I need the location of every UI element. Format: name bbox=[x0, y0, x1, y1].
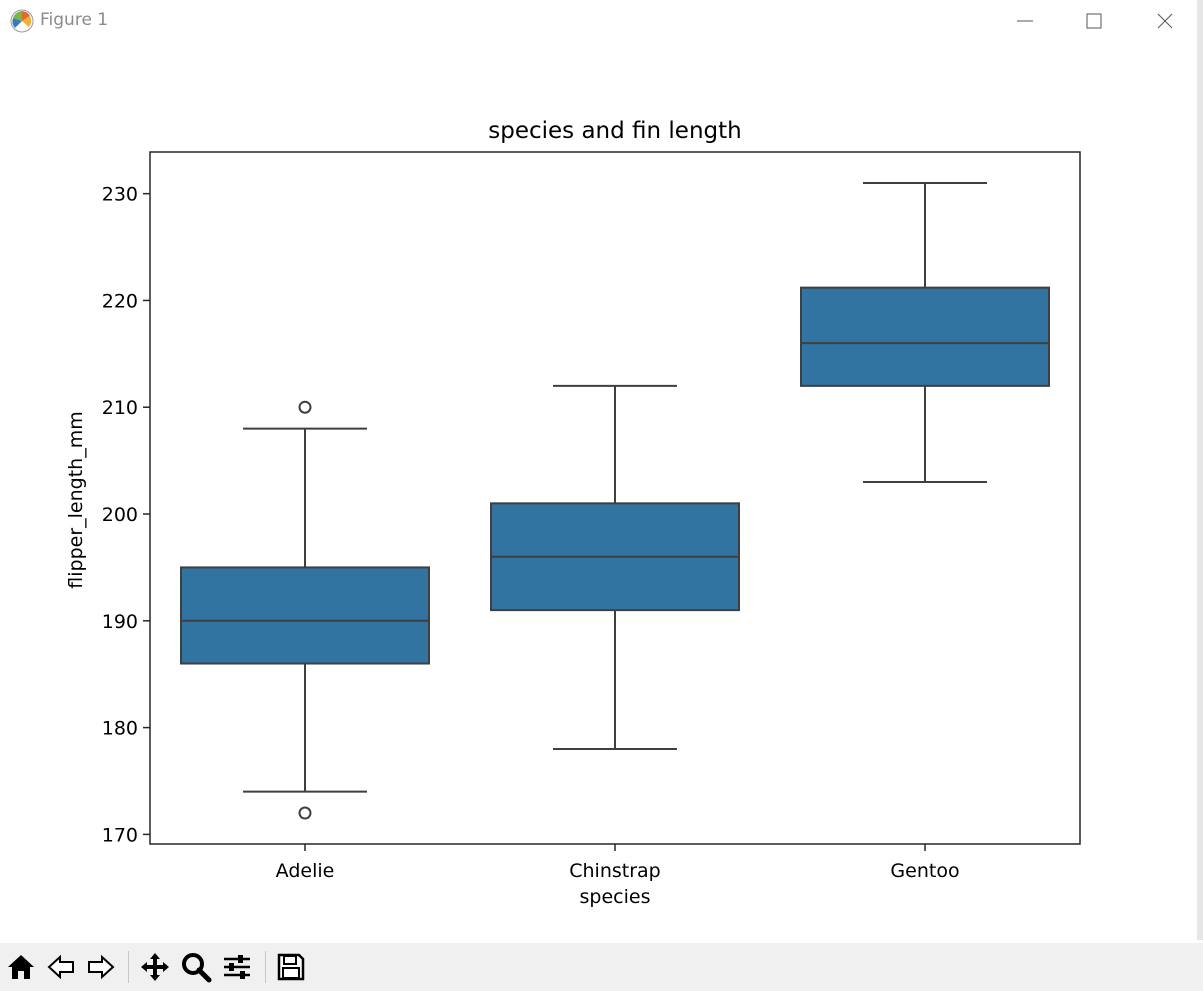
back-button[interactable] bbox=[43, 949, 79, 985]
box-gentoo bbox=[800, 286, 1050, 387]
toolbar-separator bbox=[128, 951, 129, 983]
y-tick-label: 180 bbox=[102, 718, 138, 740]
minimize-button[interactable] bbox=[1002, 0, 1048, 42]
y-tick-label: 200 bbox=[102, 504, 138, 526]
configure-subplots-button[interactable] bbox=[219, 949, 255, 985]
y-tick-label: 170 bbox=[102, 824, 138, 846]
configure-subplots-icon bbox=[224, 955, 250, 979]
close-button[interactable] bbox=[1142, 0, 1188, 42]
toolbar-separator bbox=[265, 951, 266, 983]
box-adelie bbox=[180, 566, 430, 665]
y-tick-label: 230 bbox=[102, 184, 138, 206]
outlier-point-adelie bbox=[298, 400, 312, 414]
chart-title: species and fin length bbox=[488, 118, 741, 144]
back-arrow-icon bbox=[47, 954, 74, 980]
close-icon bbox=[1157, 13, 1173, 29]
boxplot-chart: species and fin length Adelie Chinstrap Ge… bbox=[65, 118, 1081, 908]
save-floppy-icon bbox=[277, 953, 305, 981]
pan-move-icon bbox=[141, 953, 169, 981]
y-axis-label: flipper_length_mm bbox=[65, 411, 87, 588]
x-axis-label: species bbox=[580, 886, 651, 908]
home-icon bbox=[8, 955, 34, 979]
window-titlebar: Figure 1 bbox=[0, 0, 1203, 42]
x-tick-label-chinstrap: Chinstrap bbox=[569, 860, 661, 882]
maximize-button[interactable] bbox=[1071, 0, 1117, 42]
x-tick-label-adelie: Adelie bbox=[276, 860, 335, 882]
forward-button[interactable] bbox=[83, 949, 119, 985]
y-tick-label: 190 bbox=[102, 611, 138, 633]
figure-canvas[interactable]: species and fin length Adelie Chinstrap Ge… bbox=[0, 42, 1197, 942]
save-button[interactable] bbox=[273, 949, 309, 985]
x-tick-label-gentoo: Gentoo bbox=[890, 860, 959, 882]
plot-layer bbox=[180, 181, 1050, 820]
axis-layer: Adelie Chinstrap Gentoo 170 180 190 200 210 220 2… bbox=[102, 184, 960, 882]
zoom-magnifier-icon bbox=[182, 953, 212, 983]
minimize-icon bbox=[1017, 20, 1033, 22]
outlier-point-adelie bbox=[298, 806, 312, 820]
window-edge bbox=[1197, 0, 1203, 940]
forward-arrow-icon bbox=[88, 954, 115, 980]
matplotlib-app-icon bbox=[10, 9, 34, 33]
maximize-icon bbox=[1086, 13, 1102, 29]
y-tick-label: 220 bbox=[102, 290, 138, 312]
window-title: Figure 1 bbox=[40, 10, 109, 30]
home-button[interactable] bbox=[3, 949, 39, 985]
y-tick-label: 210 bbox=[102, 397, 138, 419]
navigation-toolbar bbox=[0, 943, 1203, 991]
zoom-button[interactable] bbox=[178, 949, 214, 985]
pan-button[interactable] bbox=[137, 949, 173, 985]
